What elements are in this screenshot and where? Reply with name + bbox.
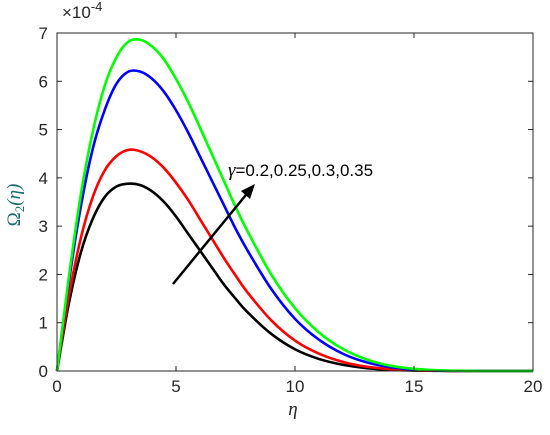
- y-multiplier: ×10-4: [62, 0, 102, 22]
- series-line-4: [55, 37, 533, 373]
- y-tick-label: 4: [39, 169, 48, 188]
- x-tick-label: 0: [52, 377, 61, 396]
- y-tick-label: 2: [39, 265, 48, 284]
- y-tick-label: 6: [39, 72, 48, 91]
- x-tick-label: 10: [286, 377, 305, 396]
- annotation-text: γ=0.2,0.25,0.3,0.35: [228, 160, 373, 181]
- x-axis-label: η: [288, 399, 297, 420]
- x-tick-label: 20: [524, 377, 543, 396]
- y-tick-label: 5: [39, 121, 48, 140]
- y-tick-label: 0: [39, 362, 48, 381]
- x-tick-label: 15: [405, 377, 424, 396]
- y-axis-label: Ω2(η): [4, 184, 27, 227]
- annotation-arrow: [172, 184, 255, 285]
- y-tick-label: 7: [39, 24, 48, 43]
- y-tick-label: 3: [39, 217, 48, 236]
- x-tick-label: 5: [171, 377, 180, 396]
- plot-area: [57, 33, 533, 371]
- axes-group: 0 5 10 15 20 0 1 2 3 4 5 6 7: [39, 24, 543, 396]
- y-tick-label: 1: [39, 314, 48, 333]
